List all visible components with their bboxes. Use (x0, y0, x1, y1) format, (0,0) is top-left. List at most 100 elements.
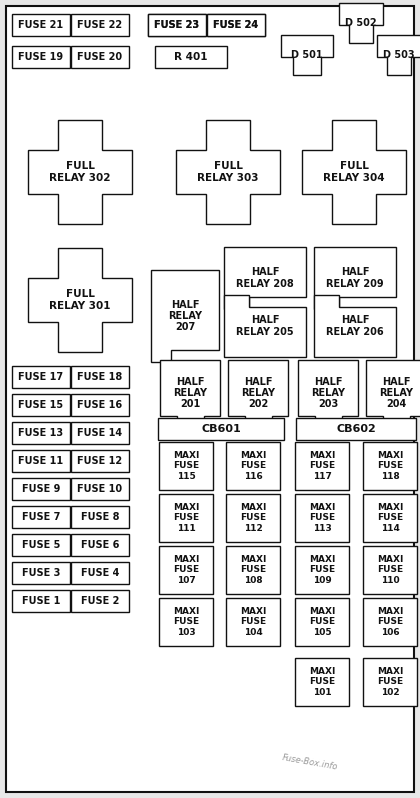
Text: MAXI
FUSE
106: MAXI FUSE 106 (377, 607, 403, 637)
Bar (12, 394, 70, 416)
Text: FUSE 12: FUSE 12 (77, 456, 123, 466)
Polygon shape (314, 295, 396, 357)
Bar (71, 366, 129, 388)
Text: HALF
RELAY 206: HALF RELAY 206 (326, 315, 384, 337)
Bar (295, 442, 349, 490)
Text: FULL
RELAY 303: FULL RELAY 303 (197, 161, 259, 183)
Bar (226, 598, 280, 646)
Text: FUSE 4: FUSE 4 (81, 568, 119, 578)
Bar (296, 418, 416, 440)
Text: HALF
RELAY
207: HALF RELAY 207 (168, 300, 202, 332)
Bar (71, 478, 129, 500)
Bar (12, 562, 70, 584)
Text: D 502: D 502 (345, 18, 377, 28)
Text: MAXI
FUSE
116: MAXI FUSE 116 (240, 452, 266, 480)
Bar (207, 14, 265, 36)
Bar (12, 506, 70, 528)
Bar (226, 546, 280, 594)
Bar (207, 14, 265, 36)
Text: FUSE 23: FUSE 23 (155, 20, 200, 30)
Bar (363, 442, 417, 490)
Text: CB601: CB601 (201, 424, 241, 434)
Bar (12, 14, 70, 36)
Text: MAXI
FUSE
114: MAXI FUSE 114 (377, 504, 403, 532)
Polygon shape (224, 247, 306, 309)
Polygon shape (302, 120, 406, 224)
Text: MAXI
FUSE
101: MAXI FUSE 101 (309, 667, 335, 697)
Bar (155, 46, 227, 68)
Text: D 501: D 501 (291, 50, 323, 60)
Bar (148, 14, 206, 36)
Bar (71, 46, 129, 68)
Bar (71, 14, 129, 36)
Bar (12, 478, 70, 500)
Bar (148, 14, 206, 36)
Bar (295, 494, 349, 542)
Text: FUSE 18: FUSE 18 (77, 372, 123, 382)
Bar (71, 534, 129, 556)
Text: MAXI
FUSE
118: MAXI FUSE 118 (377, 452, 403, 480)
Text: FUSE 24: FUSE 24 (213, 20, 259, 30)
Text: HALF
RELAY
204: HALF RELAY 204 (379, 377, 413, 409)
Text: FUSE 13: FUSE 13 (18, 428, 63, 438)
Bar (71, 450, 129, 472)
Text: MAXI
FUSE
117: MAXI FUSE 117 (309, 452, 335, 480)
Text: FUSE 24: FUSE 24 (213, 20, 259, 30)
Text: MAXI
FUSE
105: MAXI FUSE 105 (309, 607, 335, 637)
Bar (363, 494, 417, 542)
Text: Fuse-Box.info: Fuse-Box.info (281, 753, 339, 772)
Bar (158, 418, 284, 440)
Polygon shape (298, 360, 358, 426)
Bar (71, 590, 129, 612)
Polygon shape (281, 35, 333, 75)
Text: FUSE 1: FUSE 1 (22, 596, 60, 606)
Text: MAXI
FUSE
113: MAXI FUSE 113 (309, 504, 335, 532)
Polygon shape (176, 120, 280, 224)
Text: MAXI
FUSE
115: MAXI FUSE 115 (173, 452, 199, 480)
Bar (226, 494, 280, 542)
Text: FULL
RELAY 301: FULL RELAY 301 (49, 290, 111, 310)
Text: D 503: D 503 (383, 50, 415, 60)
Bar (159, 546, 213, 594)
Text: FULL
RELAY 302: FULL RELAY 302 (49, 161, 111, 183)
Bar (12, 450, 70, 472)
Bar (12, 46, 70, 68)
Bar (295, 658, 349, 706)
Text: CB602: CB602 (336, 424, 376, 434)
Polygon shape (377, 35, 420, 75)
Polygon shape (366, 360, 420, 426)
Text: MAXI
FUSE
110: MAXI FUSE 110 (377, 555, 403, 585)
Text: MAXI
FUSE
103: MAXI FUSE 103 (173, 607, 199, 637)
Bar (295, 546, 349, 594)
Polygon shape (228, 360, 288, 426)
Bar (71, 394, 129, 416)
Bar (12, 590, 70, 612)
Bar (71, 506, 129, 528)
Text: FUSE 5: FUSE 5 (22, 540, 60, 550)
Text: MAXI
FUSE
107: MAXI FUSE 107 (173, 555, 199, 585)
Text: FUSE 16: FUSE 16 (77, 400, 123, 410)
Polygon shape (224, 295, 306, 357)
Text: HALF
RELAY
201: HALF RELAY 201 (173, 377, 207, 409)
Text: MAXI
FUSE
112: MAXI FUSE 112 (240, 504, 266, 532)
Text: HALF
RELAY 205: HALF RELAY 205 (236, 315, 294, 337)
Text: FULL
RELAY 304: FULL RELAY 304 (323, 161, 385, 183)
Bar (159, 494, 213, 542)
Text: FUSE 22: FUSE 22 (77, 20, 123, 30)
Text: MAXI
FUSE
102: MAXI FUSE 102 (377, 667, 403, 697)
Text: FUSE 21: FUSE 21 (18, 20, 63, 30)
Polygon shape (151, 270, 219, 362)
Text: FUSE 19: FUSE 19 (18, 52, 63, 62)
Bar (71, 422, 129, 444)
Bar (12, 422, 70, 444)
Polygon shape (160, 360, 220, 426)
Text: HALF
RELAY 208: HALF RELAY 208 (236, 267, 294, 289)
Bar (159, 442, 213, 490)
Bar (363, 658, 417, 706)
Bar (363, 546, 417, 594)
Text: HALF
RELAY 209: HALF RELAY 209 (326, 267, 384, 289)
Text: MAXI
FUSE
111: MAXI FUSE 111 (173, 504, 199, 532)
Bar (71, 562, 129, 584)
Text: FUSE 6: FUSE 6 (81, 540, 119, 550)
Text: FUSE 14: FUSE 14 (77, 428, 123, 438)
